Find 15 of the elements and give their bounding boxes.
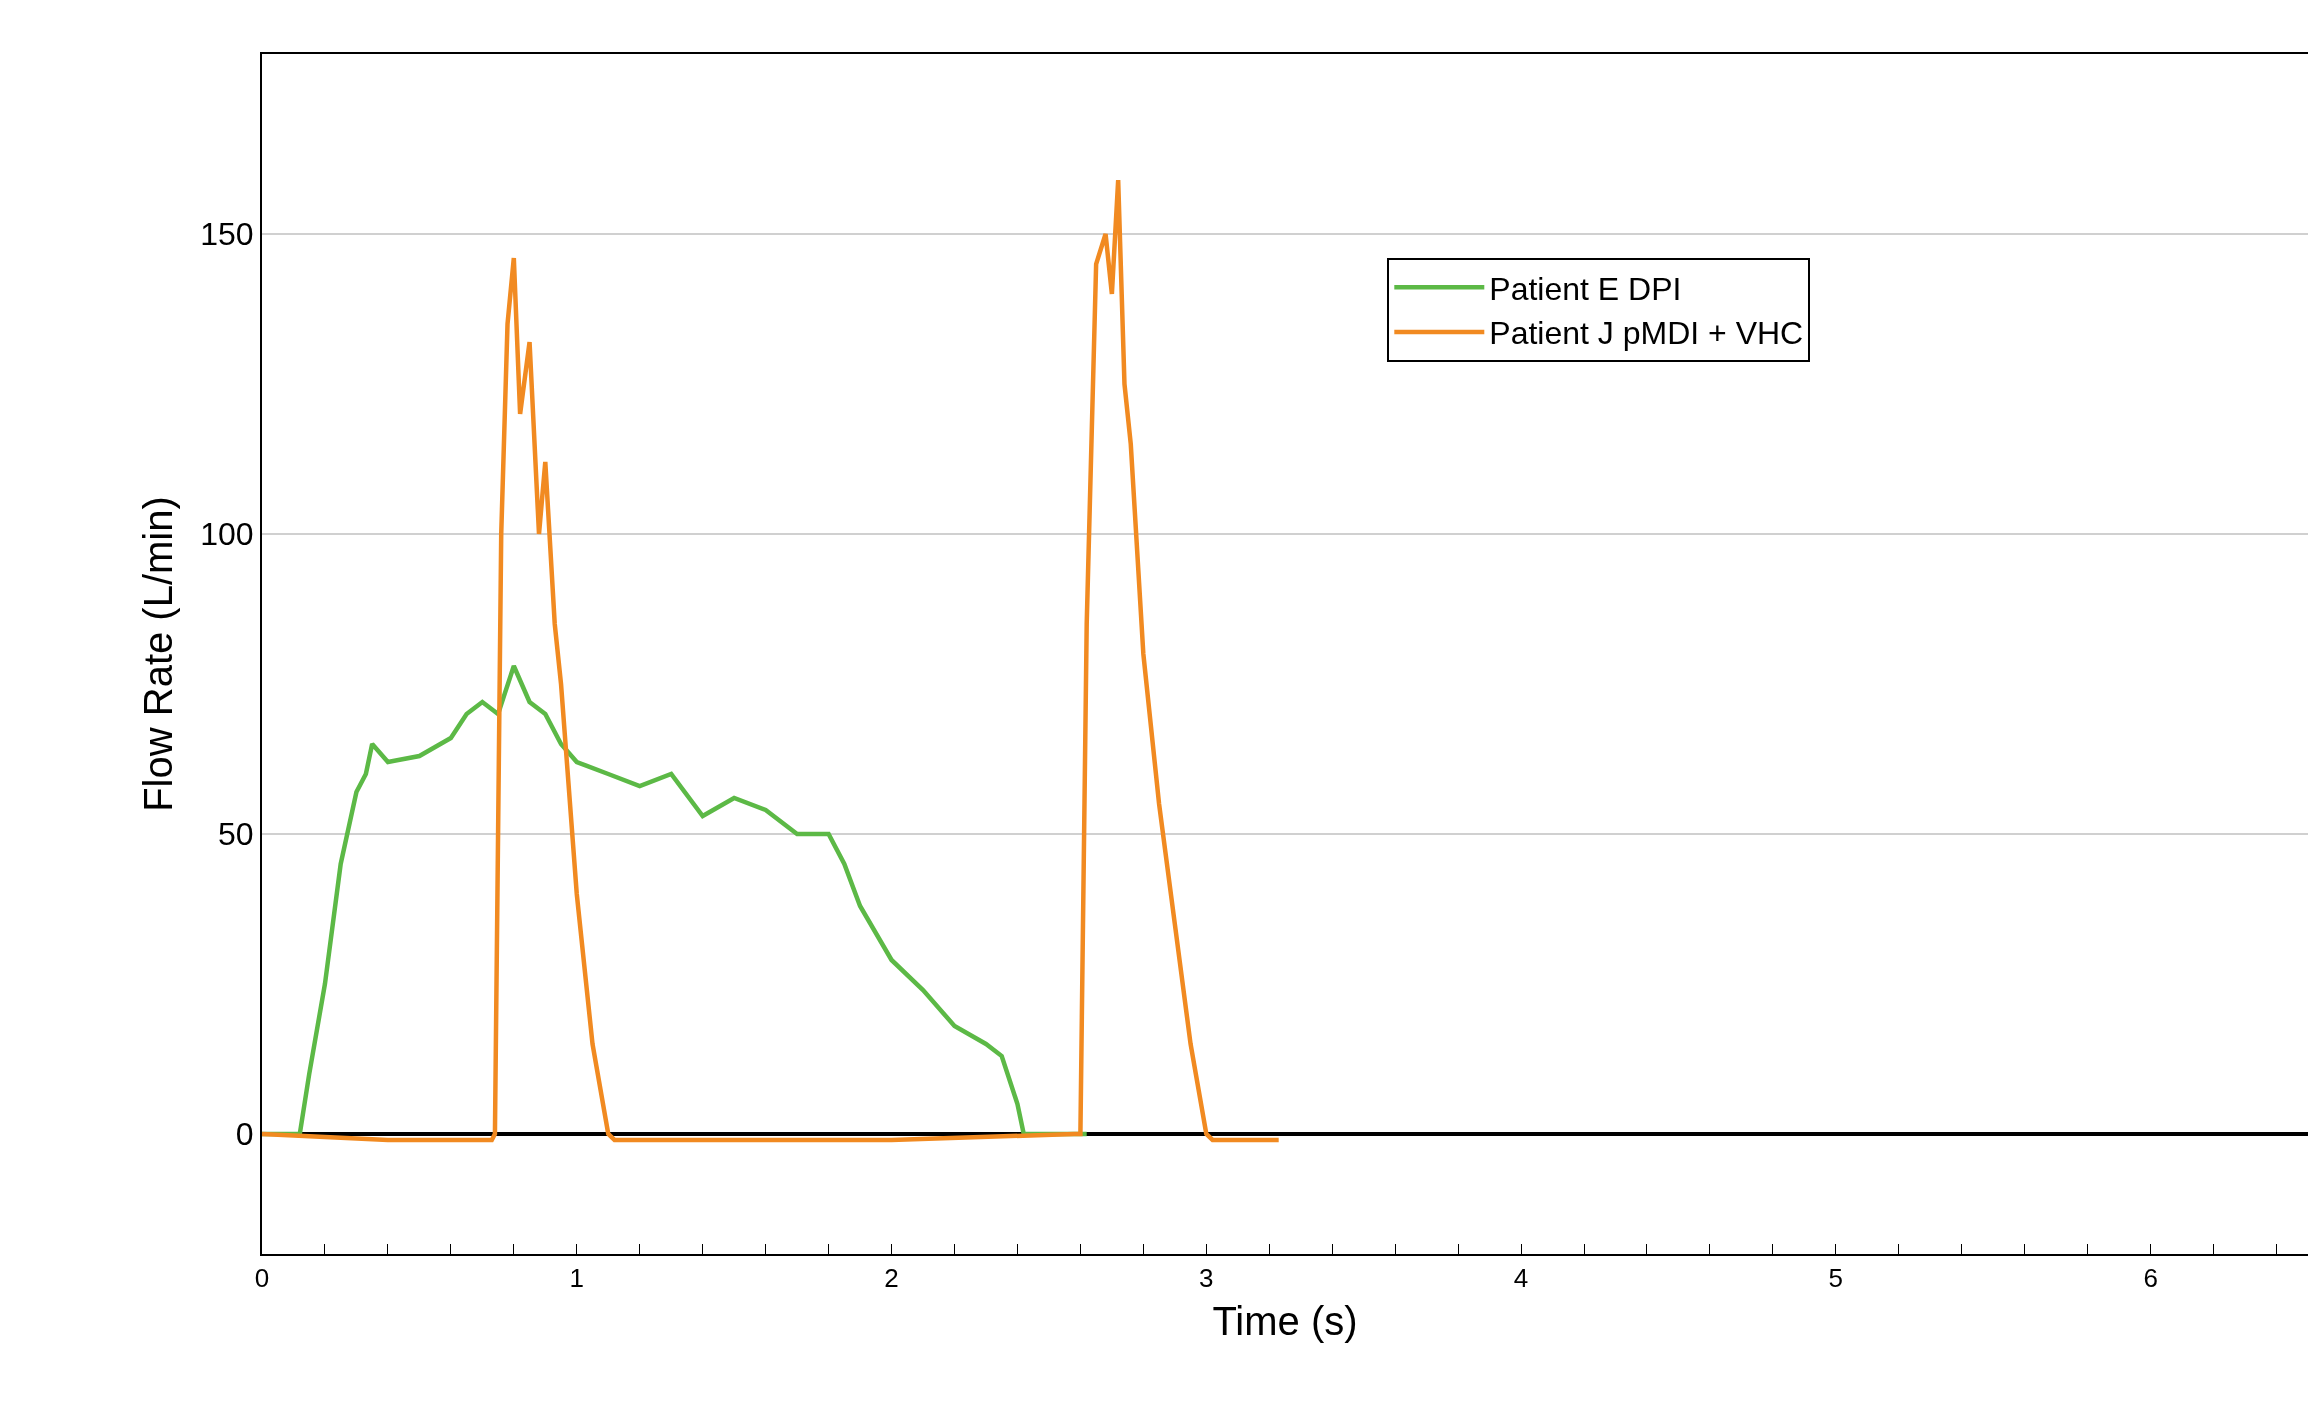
x-tick-label: 4: [1513, 1263, 1529, 1294]
y-tick-label: 100: [200, 516, 254, 553]
y-tick-label: 0: [235, 1116, 254, 1153]
y-tick-label: 50: [218, 816, 254, 853]
x-tick-label: 2: [884, 1263, 899, 1294]
x-tick-label: 5: [1828, 1263, 1844, 1294]
line-series: [262, 177, 1281, 1143]
y-axis-title: Flow Rate (L/min): [136, 496, 181, 812]
legend-label: Patient E DPI: [1489, 270, 1682, 307]
x-tick-label: 1: [569, 1263, 584, 1294]
x-tick-label: 6: [2143, 1263, 2158, 1294]
x-axis-title: Time (s): [1212, 1299, 1358, 1344]
x-tick-label: 3: [1199, 1263, 1214, 1294]
legend-label: Patient J pMDI + VHC: [1489, 315, 1804, 352]
y-tick-label: 150: [200, 216, 254, 253]
